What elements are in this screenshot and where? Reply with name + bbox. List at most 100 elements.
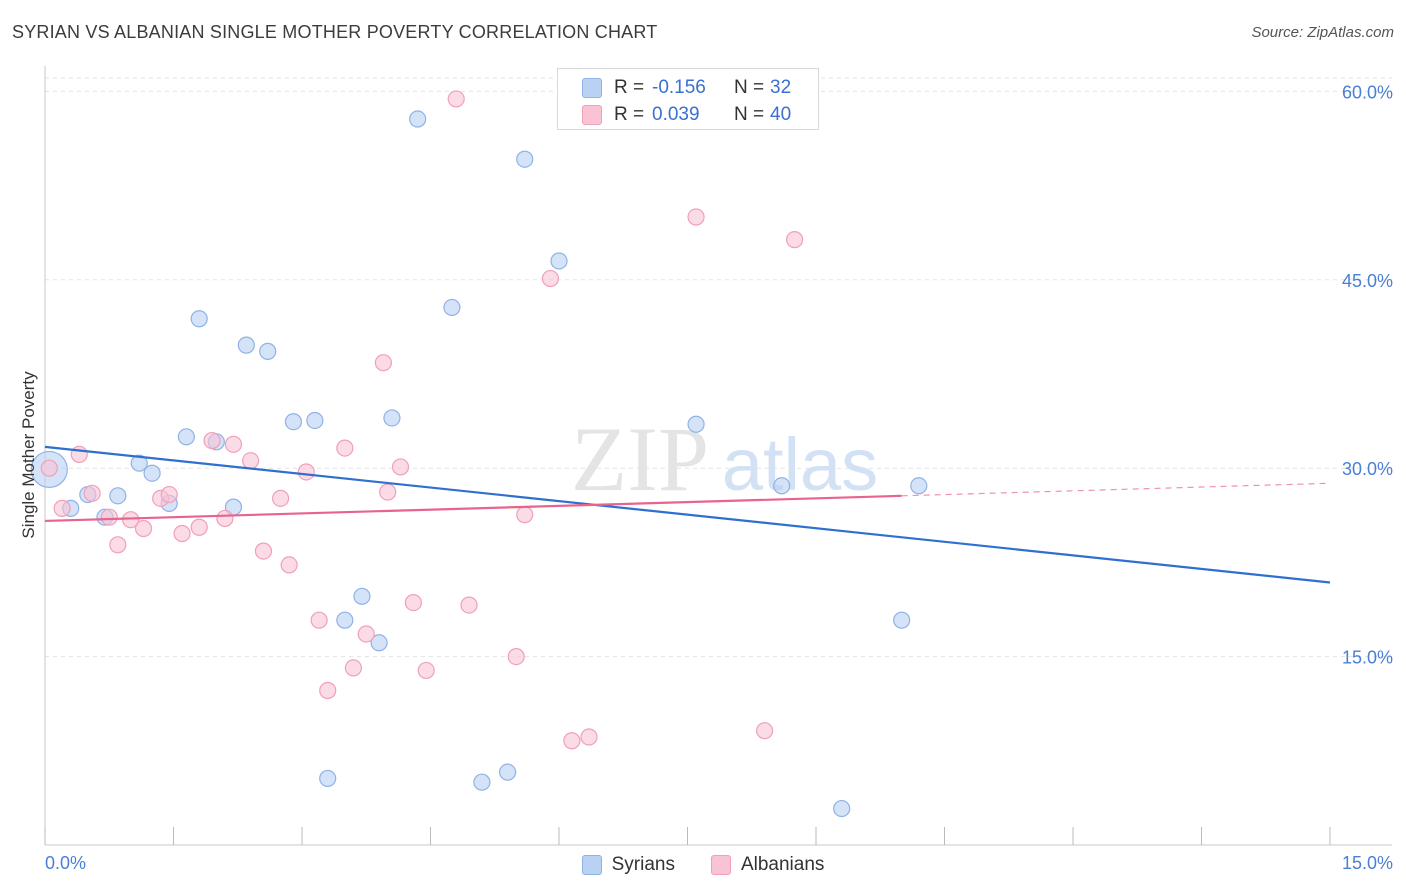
- x-tick-label: 0.0%: [45, 853, 86, 873]
- albanians-swatch: [710, 855, 731, 875]
- syrian-point: [409, 110, 427, 128]
- albanian-point: [109, 536, 127, 554]
- syrian-point: [833, 799, 851, 818]
- y-axis-title: Single Mother Poverty: [19, 371, 38, 539]
- y-tick-label: 60.0%: [1342, 82, 1393, 102]
- albanian-point: [516, 506, 534, 524]
- data-points: [30, 90, 928, 818]
- legend-item-albanians[interactable]: Albanians: [710, 854, 825, 876]
- syrian-point: [284, 413, 303, 431]
- syrian-point: [130, 454, 148, 472]
- r-value: -0.156: [652, 77, 706, 98]
- syrian-point: [353, 587, 371, 605]
- syrian-point: [109, 487, 127, 505]
- albanian-point: [357, 625, 375, 643]
- syrian-point: [443, 298, 461, 317]
- albanian-point: [336, 439, 354, 457]
- y-tick-label: 45.0%: [1342, 271, 1393, 291]
- albanian-point: [190, 518, 208, 536]
- albanian-point: [541, 269, 560, 288]
- syrian-point: [259, 342, 277, 360]
- legend-label: Syrians: [611, 854, 675, 875]
- albanian-point: [404, 593, 422, 612]
- syrians-swatch: [581, 855, 602, 875]
- syrian-point: [473, 773, 491, 791]
- legend-row-syrians: R = -0.156 N = 32: [582, 77, 791, 99]
- syrian-point: [319, 769, 337, 788]
- watermark-atlas: atlas: [722, 423, 878, 506]
- albanian-point: [319, 681, 337, 700]
- syrian-point: [550, 252, 568, 270]
- syrian-point: [893, 611, 911, 629]
- syrian-point: [370, 634, 388, 652]
- albanian-point: [507, 647, 525, 666]
- albanian-point: [203, 431, 221, 450]
- syrian-point: [687, 415, 705, 433]
- albanian-trend-line: [44, 494, 902, 523]
- albanian-point: [216, 509, 234, 528]
- source-credit: Source: ZipAtlas.com: [1251, 24, 1394, 41]
- syrian-point: [499, 763, 517, 781]
- r-label: R =: [614, 104, 645, 125]
- albanian-trend-extension: [901, 482, 1331, 497]
- albanian-point: [134, 519, 153, 538]
- albanian-point: [173, 524, 191, 543]
- syrian-point: [516, 150, 534, 168]
- albanian-point: [271, 489, 290, 507]
- syrian-point: [237, 336, 255, 354]
- n-value: 40: [770, 104, 792, 125]
- albanian-point: [224, 435, 243, 453]
- albanian-point: [755, 722, 774, 740]
- y-tick-label: 30.0%: [1342, 459, 1393, 479]
- albanian-point: [83, 484, 101, 502]
- albanian-point: [460, 596, 478, 614]
- syrian-point: [143, 464, 161, 482]
- albanian-point: [280, 556, 298, 574]
- albanian-point: [297, 463, 315, 481]
- legend-item-syrians[interactable]: Syrians: [581, 854, 675, 876]
- watermark-zip: ZIP: [571, 408, 709, 510]
- albanian-point: [242, 452, 260, 470]
- r-label: R =: [614, 77, 645, 98]
- syrians-swatch: [582, 78, 602, 98]
- syrian-point: [336, 611, 354, 629]
- syrian-point: [773, 477, 791, 495]
- n-label: N =: [734, 77, 765, 98]
- albanian-point: [374, 354, 392, 372]
- syrian-trend-line: [44, 445, 1331, 584]
- syrian-point: [177, 428, 195, 446]
- albanians-swatch: [582, 105, 602, 125]
- albanian-point: [160, 485, 178, 504]
- legend-row-albanians: R = 0.039 N = 40: [582, 104, 791, 126]
- albanian-point: [687, 208, 705, 226]
- tick-labels: 15.0% 30.0% 45.0% 60.0% 0.0% 15.0% Single Moth…: [19, 82, 1393, 873]
- chart-title: SYRIAN VS ALBANIAN SINGLE MOTHER POVERTY…: [12, 22, 658, 42]
- gridlines: [45, 77, 1392, 658]
- albanian-point: [40, 459, 58, 477]
- syrian-point: [910, 477, 928, 495]
- albanian-point: [344, 659, 362, 677]
- albanian-point: [417, 661, 435, 680]
- albanian-point: [310, 611, 328, 629]
- syrian-point: [383, 409, 401, 427]
- albanian-point: [254, 542, 273, 560]
- x-tick-label: 15.0%: [1342, 853, 1393, 873]
- trend-lines: [44, 445, 1331, 584]
- syrian-point: [306, 411, 324, 430]
- r-value: 0.039: [652, 104, 700, 125]
- watermark: ZIP atlas: [571, 408, 878, 510]
- legend-label: Albanians: [740, 854, 825, 875]
- stats-legend: R = -0.156 N = 32 R = 0.039 N = 40: [557, 68, 819, 130]
- albanian-point: [53, 499, 71, 517]
- y-tick-label: 15.0%: [1342, 648, 1393, 668]
- syrian-point: [190, 310, 208, 328]
- albanian-point: [100, 508, 118, 526]
- albanian-point: [391, 458, 410, 476]
- series-legend: Syrians Albanians: [0, 851, 1406, 879]
- albanian-point: [379, 483, 397, 501]
- n-value: 32: [770, 77, 792, 98]
- albanian-point: [563, 732, 581, 750]
- albanian-point: [447, 90, 465, 108]
- albanian-point: [785, 231, 804, 249]
